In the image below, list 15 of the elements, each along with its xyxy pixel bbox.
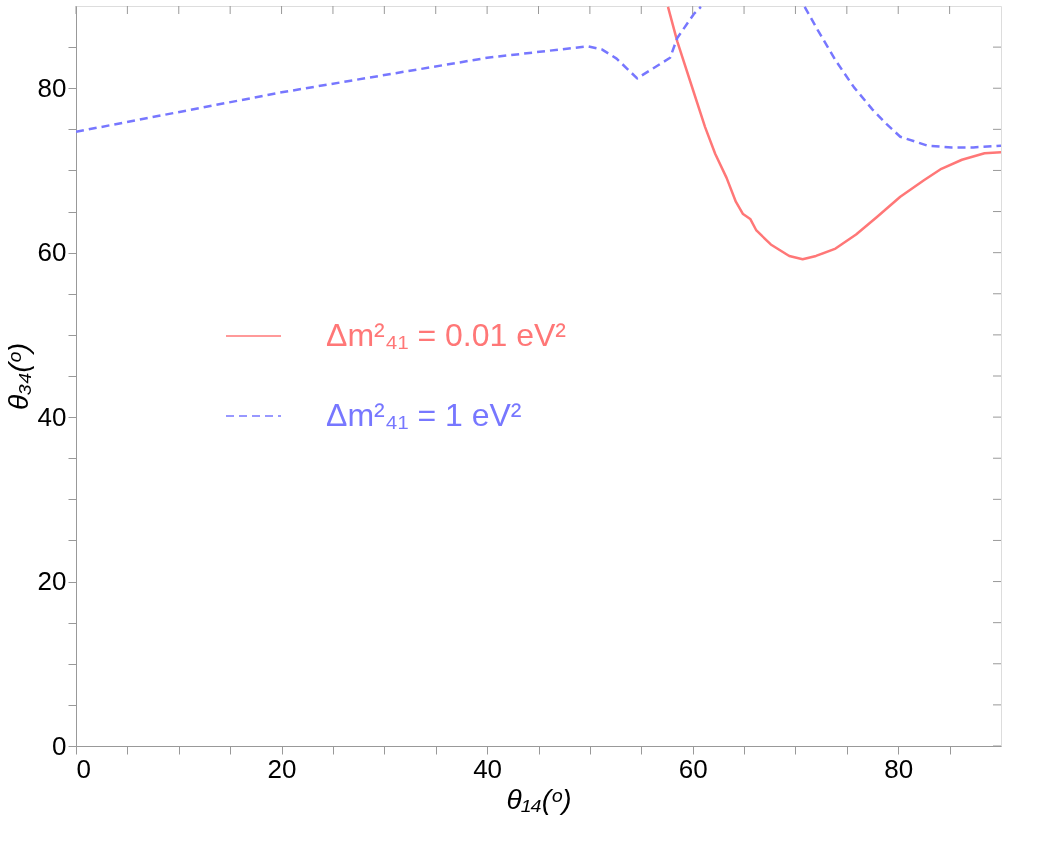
x-tick-label: 80 [884, 753, 914, 784]
legend-label: Δm²₄₁ = 1 eV² [326, 397, 522, 433]
y-tick-label: 80 [37, 72, 67, 103]
x-tick-label: 40 [473, 753, 503, 784]
y-tick-label: 20 [37, 566, 67, 597]
line-series [666, 6, 1001, 261]
y-tick-label: 60 [37, 237, 67, 268]
x-axis-title: θ₁₄(ᵒ) [506, 783, 572, 815]
legend-label: Δm²₄₁ = 0.01 eV² [326, 317, 567, 353]
x-tick-label: 0 [76, 753, 91, 784]
x-tick-label: 20 [267, 753, 297, 784]
x-tick-label: 60 [678, 753, 708, 784]
y-tick-label: 0 [52, 730, 67, 761]
y-axis-title: θ₃₄(ᵒ) [2, 342, 34, 411]
y-tick-label: 40 [37, 401, 67, 432]
